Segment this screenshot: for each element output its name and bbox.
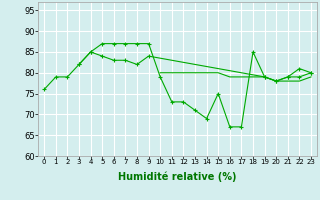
X-axis label: Humidité relative (%): Humidité relative (%) <box>118 171 237 182</box>
